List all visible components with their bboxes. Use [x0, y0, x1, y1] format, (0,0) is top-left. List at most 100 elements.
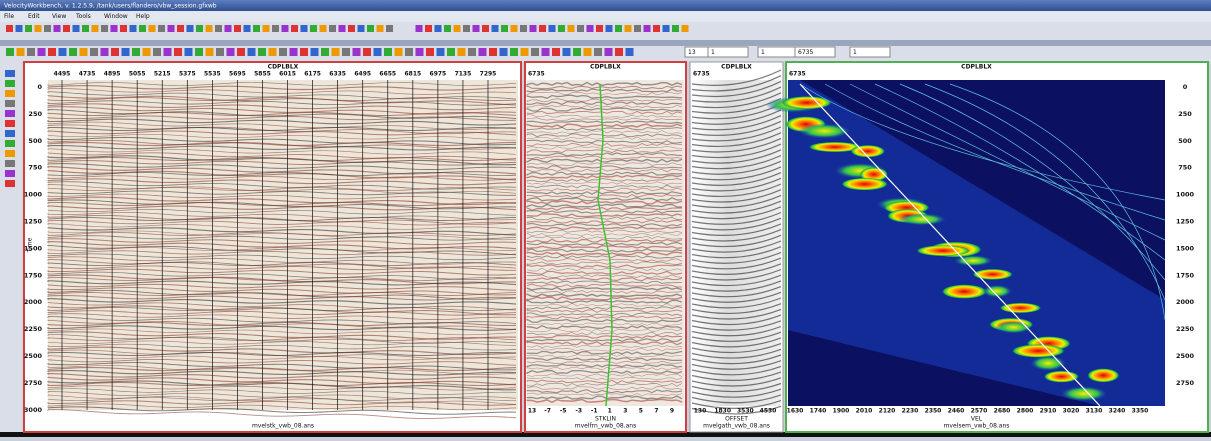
tool-button[interactable]: [594, 48, 602, 56]
side-tool[interactable]: [5, 130, 15, 137]
menu-item[interactable]: Edit: [28, 13, 40, 20]
tool-button[interactable]: [332, 48, 340, 56]
menu-item[interactable]: View: [52, 13, 66, 20]
tool-button[interactable]: [374, 48, 382, 56]
tool-button[interactable]: [395, 48, 403, 56]
tool-button[interactable]: [16, 25, 23, 32]
tool-button[interactable]: [482, 25, 489, 32]
tool-button[interactable]: [237, 48, 245, 56]
tool-button[interactable]: [663, 25, 670, 32]
tool-button[interactable]: [301, 25, 308, 32]
tool-button[interactable]: [634, 25, 641, 32]
tool-button[interactable]: [386, 25, 393, 32]
tool-button[interactable]: [447, 48, 455, 56]
tool-button[interactable]: [59, 48, 67, 56]
tool-button[interactable]: [426, 48, 434, 56]
tool-button[interactable]: [143, 48, 151, 56]
tool-button[interactable]: [279, 48, 287, 56]
side-tool[interactable]: [5, 180, 15, 187]
tool-button[interactable]: [416, 25, 423, 32]
tool-button[interactable]: [492, 25, 499, 32]
tool-button[interactable]: [542, 48, 550, 56]
side-tool[interactable]: [5, 80, 15, 87]
tool-button[interactable]: [253, 25, 260, 32]
tool-button[interactable]: [225, 25, 232, 32]
tool-button[interactable]: [17, 48, 25, 56]
tool-button[interactable]: [510, 48, 518, 56]
tool-button[interactable]: [35, 25, 42, 32]
tool-button[interactable]: [258, 48, 266, 56]
menu-item[interactable]: Window: [104, 13, 128, 20]
tool-button[interactable]: [473, 25, 480, 32]
side-tool[interactable]: [5, 170, 15, 177]
tool-button[interactable]: [584, 48, 592, 56]
menu-item[interactable]: Tools: [75, 13, 91, 20]
tool-button[interactable]: [185, 48, 193, 56]
tool-button[interactable]: [48, 48, 56, 56]
tool-button[interactable]: [644, 25, 651, 32]
tool-button[interactable]: [92, 25, 99, 32]
tool-button[interactable]: [263, 25, 270, 32]
tool-button[interactable]: [320, 25, 327, 32]
tool-button[interactable]: [549, 25, 556, 32]
tool-button[interactable]: [653, 25, 660, 32]
tool-button[interactable]: [615, 48, 623, 56]
tool-button[interactable]: [501, 25, 508, 32]
tool-button[interactable]: [215, 25, 222, 32]
side-tool[interactable]: [5, 150, 15, 157]
tool-button[interactable]: [244, 25, 251, 32]
tool-button[interactable]: [468, 48, 476, 56]
tool-button[interactable]: [573, 48, 581, 56]
tool-button[interactable]: [54, 25, 61, 32]
tool-button[interactable]: [69, 48, 77, 56]
tool-button[interactable]: [367, 25, 374, 32]
tool-button[interactable]: [168, 25, 175, 32]
tool-button[interactable]: [6, 48, 14, 56]
tool-button[interactable]: [101, 25, 108, 32]
tool-button[interactable]: [174, 48, 182, 56]
tool-button[interactable]: [405, 48, 413, 56]
tool-button[interactable]: [25, 25, 32, 32]
tool-button[interactable]: [339, 25, 346, 32]
tool-button[interactable]: [435, 25, 442, 32]
tool-button[interactable]: [329, 25, 336, 32]
tool-button[interactable]: [672, 25, 679, 32]
tool-button[interactable]: [132, 48, 140, 56]
tool-button[interactable]: [234, 25, 241, 32]
tool-button[interactable]: [489, 48, 497, 56]
tool-button[interactable]: [530, 25, 537, 32]
tool-button[interactable]: [577, 25, 584, 32]
tool-button[interactable]: [348, 25, 355, 32]
tool-button[interactable]: [605, 48, 613, 56]
tool-button[interactable]: [539, 25, 546, 32]
tool-button[interactable]: [122, 48, 130, 56]
tool-button[interactable]: [269, 48, 277, 56]
tool-button[interactable]: [82, 25, 89, 32]
side-tool[interactable]: [5, 70, 15, 77]
tool-button[interactable]: [63, 25, 70, 32]
tool-button[interactable]: [520, 25, 527, 32]
tool-button[interactable]: [153, 48, 161, 56]
tool-button[interactable]: [206, 25, 213, 32]
tool-button[interactable]: [139, 25, 146, 32]
tool-button[interactable]: [130, 25, 137, 32]
tool-button[interactable]: [363, 48, 371, 56]
tool-button[interactable]: [454, 25, 461, 32]
tool-button[interactable]: [606, 25, 613, 32]
tool-button[interactable]: [187, 25, 194, 32]
tool-button[interactable]: [282, 25, 289, 32]
tool-button[interactable]: [563, 48, 571, 56]
tool-button[interactable]: [227, 48, 235, 56]
tool-button[interactable]: [521, 48, 529, 56]
tool-button[interactable]: [416, 48, 424, 56]
tool-button[interactable]: [80, 48, 88, 56]
tool-button[interactable]: [531, 48, 539, 56]
tool-button[interactable]: [272, 25, 279, 32]
menu-item[interactable]: File: [4, 13, 14, 20]
tool-button[interactable]: [101, 48, 109, 56]
tool-button[interactable]: [353, 48, 361, 56]
tool-button[interactable]: [425, 25, 432, 32]
tool-button[interactable]: [206, 48, 214, 56]
tool-button[interactable]: [27, 48, 35, 56]
tool-button[interactable]: [44, 25, 51, 32]
